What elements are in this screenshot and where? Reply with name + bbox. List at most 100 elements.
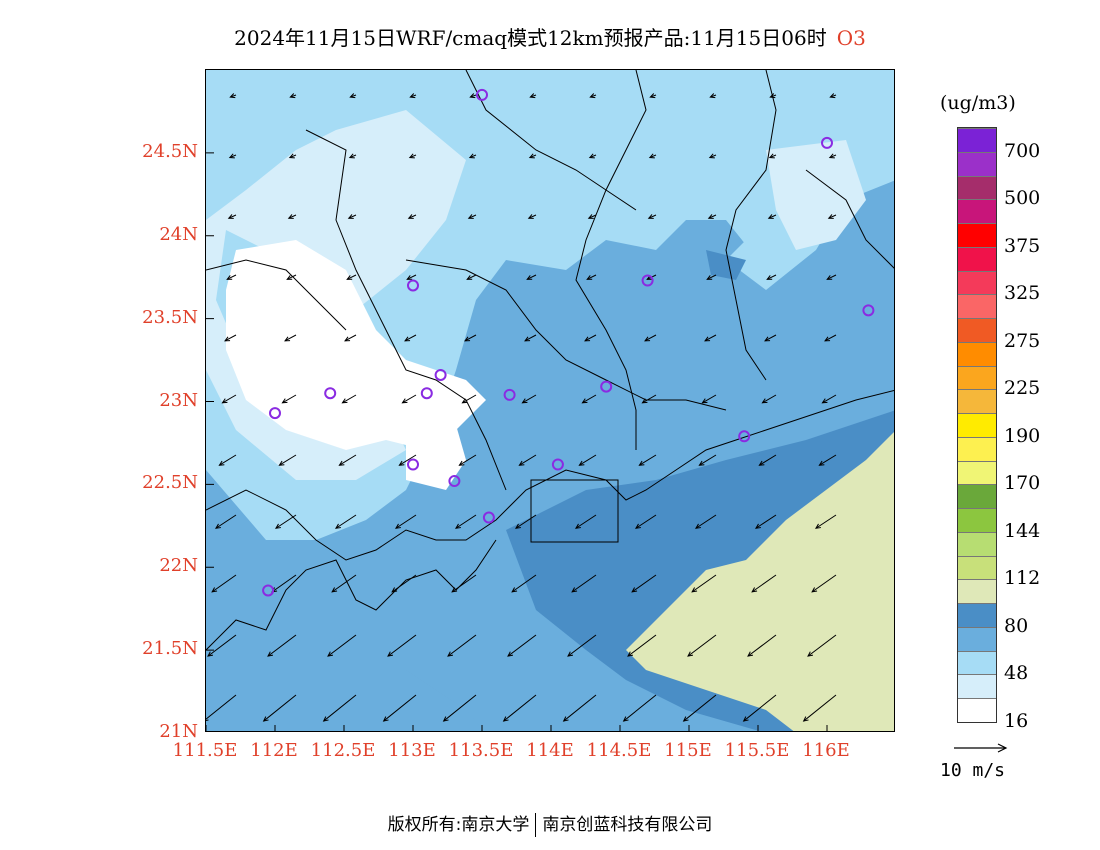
wind-arrow (206, 694, 237, 722)
colorbar-segment (958, 484, 996, 509)
station-marker[interactable] (448, 475, 461, 488)
wind-arrow (454, 514, 477, 529)
wind-arrow (571, 574, 597, 593)
map-panel[interactable] (205, 69, 895, 732)
wind-arrow (631, 574, 657, 593)
station-marker[interactable] (407, 458, 419, 471)
wind-arrow (211, 574, 237, 593)
station-marker[interactable] (420, 387, 433, 400)
colorbar-segment (958, 199, 996, 224)
wind-arrow (708, 153, 717, 159)
wind-arrow (767, 214, 777, 219)
wind-arrow (687, 634, 717, 657)
wind-arrow (574, 514, 597, 529)
wind-arrow (766, 274, 777, 280)
wind-arrow (214, 514, 237, 529)
colorbar-segment (958, 246, 996, 271)
wind-arrow (394, 514, 417, 529)
wind-arrow (224, 334, 237, 342)
station-marker[interactable] (600, 380, 613, 393)
colorbar-segment (958, 508, 996, 532)
wind-arrow (622, 694, 657, 722)
wind-arrow (811, 574, 837, 593)
colorbar-segment (958, 389, 996, 414)
lon-tick-label: 113E (388, 740, 436, 761)
wind-arrow (458, 454, 477, 466)
station-marker[interactable] (324, 387, 337, 400)
station-marker[interactable] (407, 279, 419, 292)
wind-arrow (226, 274, 237, 280)
wind-arrow (401, 394, 417, 404)
colorbar-label: 325 (1004, 282, 1041, 305)
wind-arrow (587, 214, 597, 219)
lon-tick-label: 116E (802, 740, 850, 761)
station-marker[interactable] (641, 274, 654, 287)
lon-tick-label: 114E (526, 740, 574, 761)
colorbar-segment (958, 128, 996, 152)
lat-tick-label: 22N (159, 555, 198, 577)
wind-arrow (284, 334, 297, 342)
colorbar-segment (958, 460, 996, 485)
station-marker[interactable] (862, 304, 875, 317)
wind-key-arrow (954, 743, 1008, 753)
wind-arrow (467, 214, 477, 219)
wind-arrow (347, 214, 357, 219)
layer-0-16-ne (766, 140, 866, 250)
wind-arrow (648, 153, 657, 159)
wind-arrow (461, 394, 477, 404)
colorbar-segment (958, 318, 996, 342)
colorbar-label: 80 (1004, 614, 1029, 637)
wind-arrow (567, 634, 597, 657)
station-marker[interactable] (476, 88, 488, 101)
colorbar-segment (958, 413, 996, 437)
station-marker[interactable] (551, 458, 564, 471)
station-marker[interactable] (434, 368, 447, 381)
layer-white-patch (406, 425, 466, 490)
wind-arrow (341, 394, 357, 404)
wind-arrow (829, 93, 837, 99)
wind-arrow (408, 153, 417, 159)
wind-arrow (348, 153, 357, 159)
wind-arrow (406, 274, 417, 280)
colorbar-segment (958, 294, 996, 319)
wind-arrow (694, 514, 717, 529)
colorbar-segment (958, 555, 996, 580)
wind-arrow (346, 274, 357, 280)
wind-arrow (827, 214, 837, 219)
wind-arrow (768, 153, 777, 159)
wind-arrow (529, 93, 537, 99)
wind-arrow (331, 574, 357, 593)
colorbar-label: 700 (1004, 139, 1041, 162)
wind-arrow (754, 514, 777, 529)
station-marker[interactable] (482, 511, 495, 524)
wind-arrow (584, 334, 597, 342)
wind-arrow (382, 694, 417, 722)
colorbar (957, 127, 997, 723)
wind-arrow (338, 454, 357, 466)
wind-arrow (638, 454, 657, 466)
wind-arrow (758, 454, 777, 466)
lat-tick-label: 24.5N (142, 140, 198, 162)
copyright-footer: 版权所有:南京大学 南京创蓝科技有限公司 (0, 810, 1100, 837)
wind-arrow (404, 334, 417, 342)
station-marker[interactable] (262, 584, 275, 597)
boundaries (206, 70, 894, 651)
colorbar-segment (958, 436, 996, 461)
station-marker[interactable] (821, 136, 833, 149)
station-marker[interactable] (503, 388, 516, 401)
colorbar-label: 275 (1004, 329, 1041, 352)
wind-arrow (761, 394, 777, 404)
wind-arrow (706, 274, 717, 280)
wind-key-label: 10 m/s (940, 760, 1006, 781)
wind-arrow (627, 634, 657, 657)
wind-arrow (751, 574, 777, 593)
wind-arrow (589, 93, 597, 99)
colorbar-segment (958, 341, 996, 366)
colorbar-label: 225 (1004, 377, 1041, 400)
station-marker[interactable] (269, 407, 281, 420)
station-marker[interactable] (738, 430, 751, 443)
wind-arrow (407, 214, 417, 219)
lon-tick-label: 112E (250, 740, 298, 761)
footer-company: 南京创蓝科技有限公司 (542, 815, 713, 835)
wind-arrow (691, 574, 717, 593)
